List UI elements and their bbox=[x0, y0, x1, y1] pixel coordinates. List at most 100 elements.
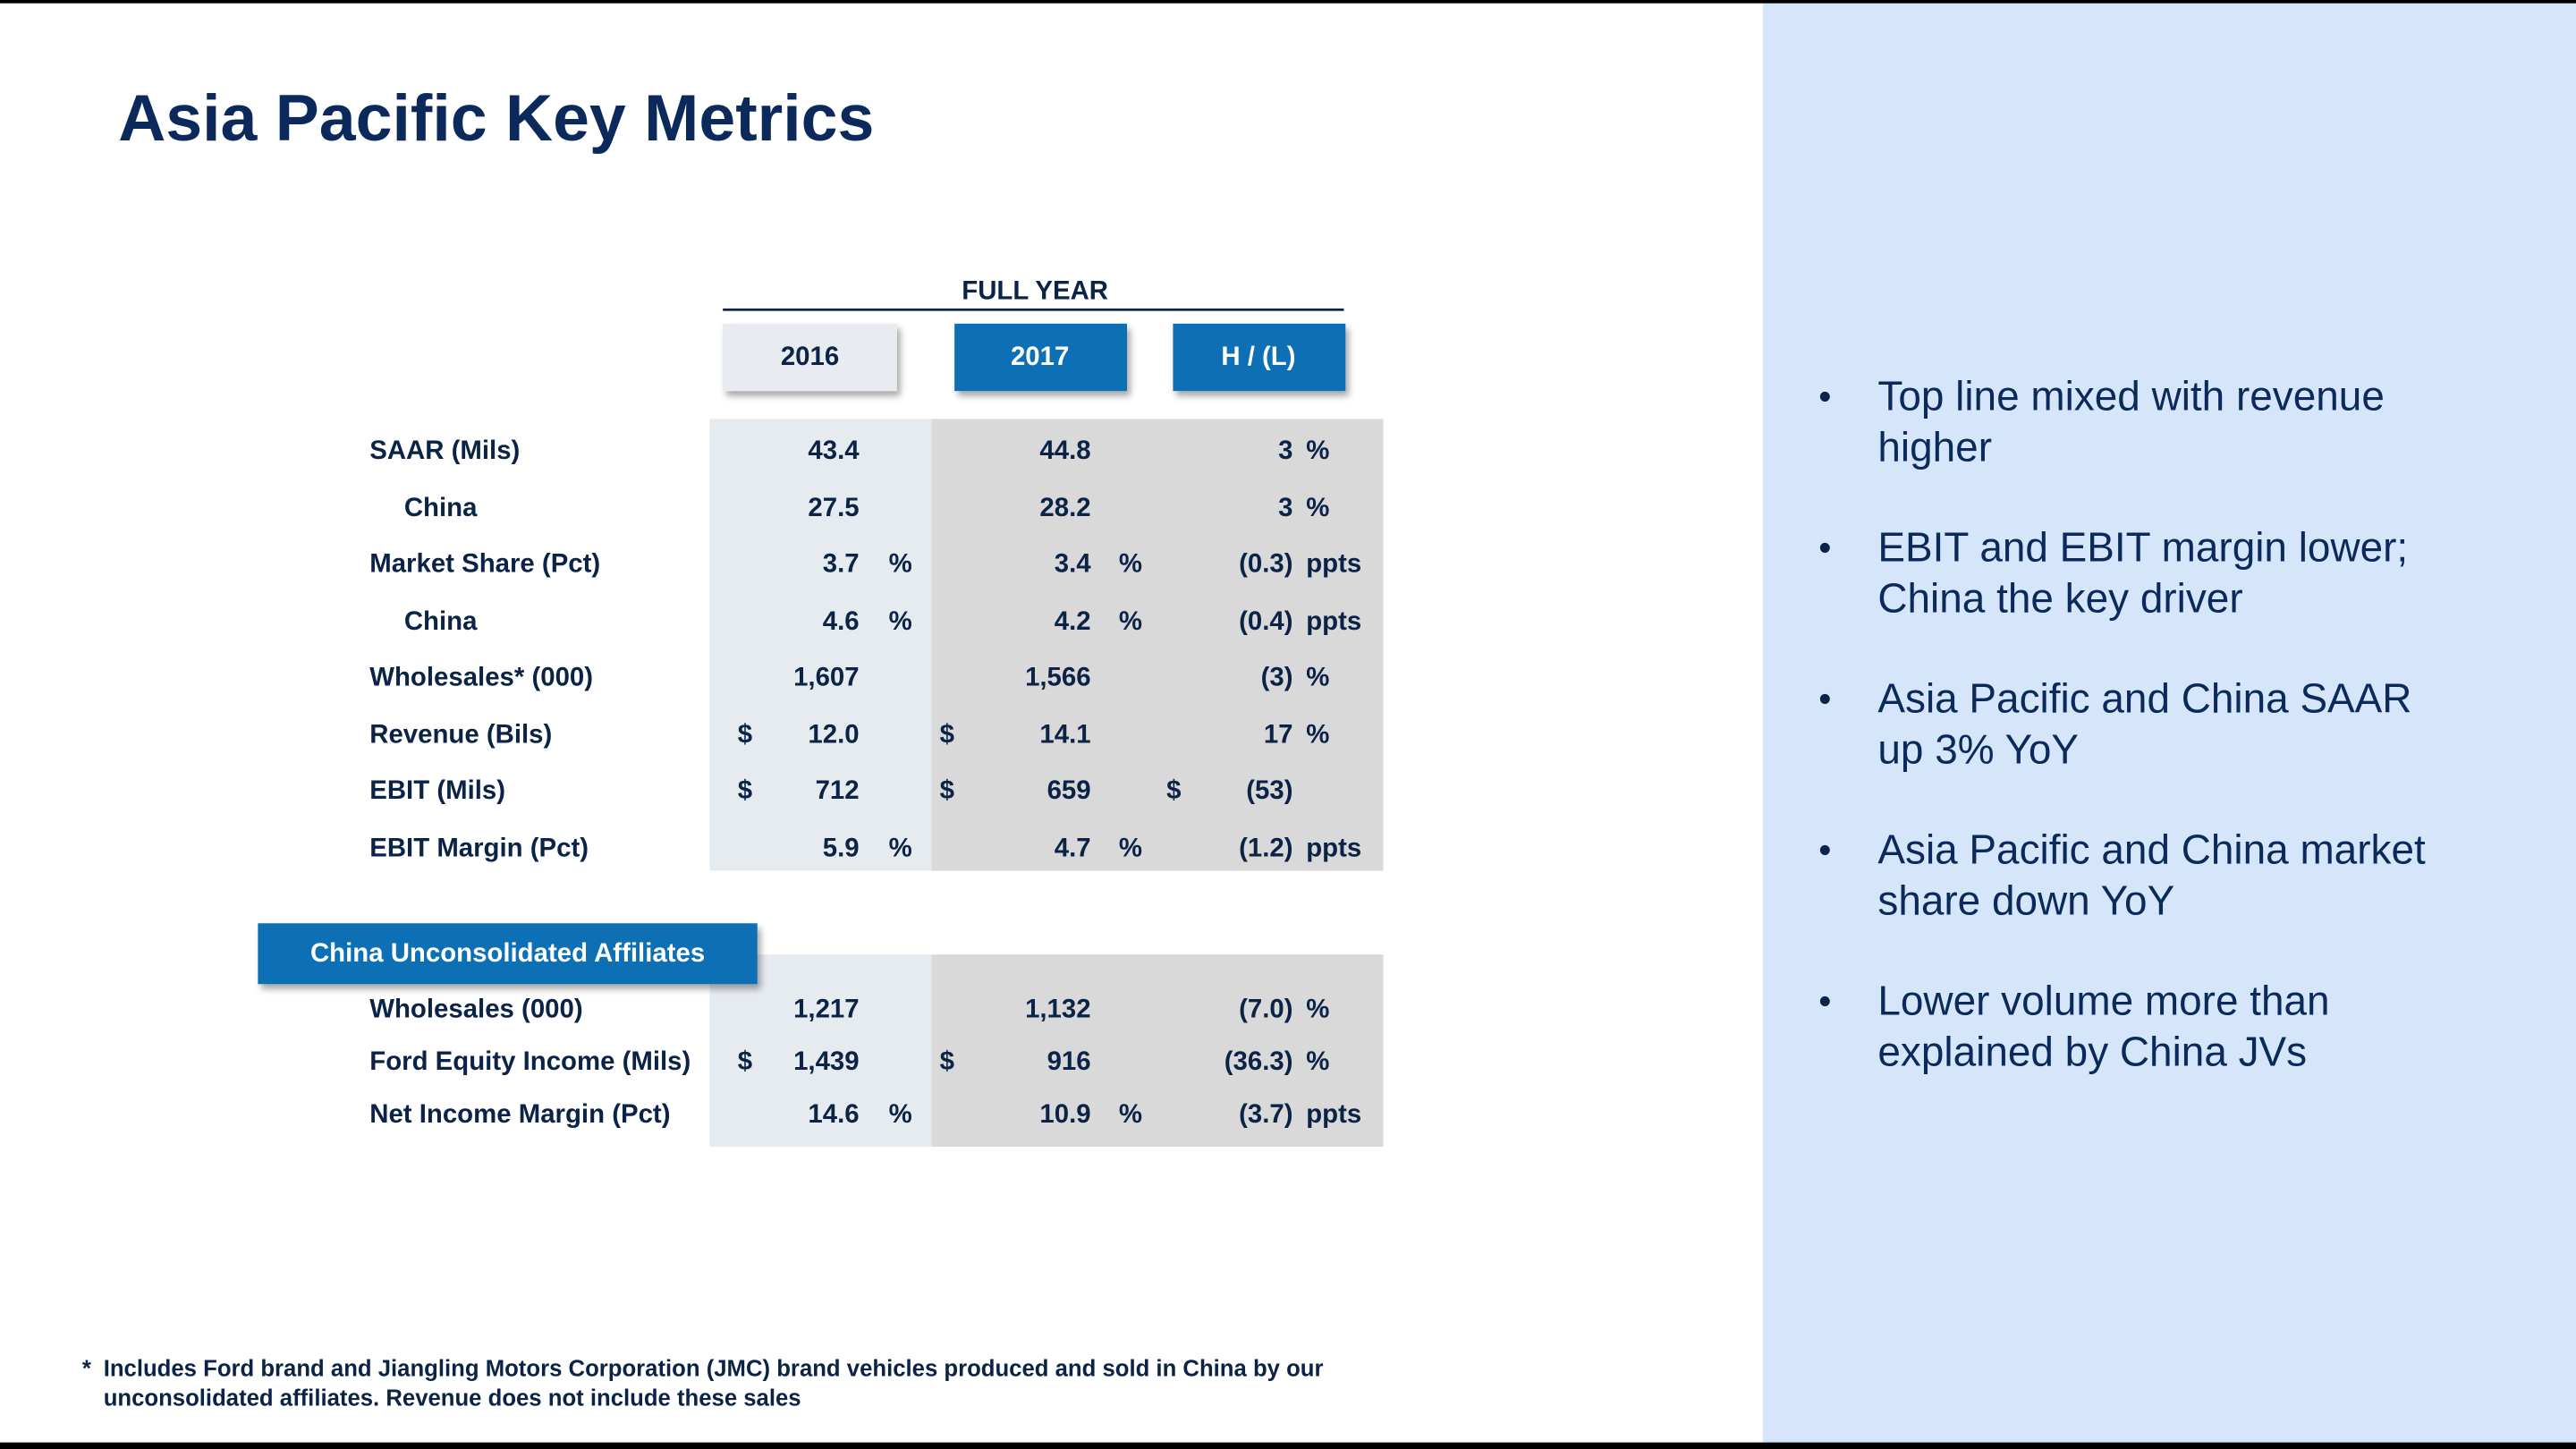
cell-value: 28.2 bbox=[1039, 493, 1090, 522]
cell-value: 17 bbox=[1264, 720, 1293, 750]
row-label: China bbox=[404, 493, 478, 522]
cell-value: (1.2) bbox=[1239, 833, 1292, 862]
column-header: 2017 bbox=[1011, 342, 1069, 371]
unit: % bbox=[889, 1099, 912, 1129]
bullet-text: share down YoY bbox=[1877, 877, 2174, 923]
cell-value: 27.5 bbox=[808, 493, 859, 522]
group-header: FULL YEAR bbox=[962, 276, 1108, 306]
bullet-text: China the key driver bbox=[1877, 574, 2242, 621]
currency: $ bbox=[738, 1046, 752, 1076]
bullet-dot: • bbox=[1818, 980, 1831, 1021]
currency: $ bbox=[738, 720, 752, 750]
cell-value: 4.7 bbox=[1055, 833, 1091, 862]
row-label: Ford Equity Income (Mils) bbox=[369, 1046, 691, 1076]
cell-value: 1,132 bbox=[1025, 994, 1091, 1023]
cell-value: 5.9 bbox=[823, 833, 860, 862]
unit: % bbox=[1306, 720, 1329, 750]
cell-value: (36.3) bbox=[1224, 1046, 1293, 1076]
row-label: Revenue (Bils) bbox=[369, 720, 552, 750]
title: Asia Pacific Key Metrics bbox=[118, 80, 874, 155]
cell-value: 3.7 bbox=[823, 549, 860, 579]
currency: $ bbox=[738, 775, 752, 805]
unit: % bbox=[889, 606, 912, 636]
currency: $ bbox=[940, 1046, 954, 1076]
bullet-dot: • bbox=[1818, 527, 1831, 568]
unit: % bbox=[1119, 833, 1142, 862]
column-header-box bbox=[723, 323, 897, 392]
column-header: 2016 bbox=[781, 342, 839, 371]
unit: % bbox=[1306, 1046, 1329, 1076]
bullet-dot: • bbox=[1818, 829, 1831, 870]
unit: ppts bbox=[1306, 1099, 1361, 1129]
unit: % bbox=[889, 833, 912, 862]
row-label: EBIT Margin (Pct) bbox=[369, 833, 589, 862]
unit: % bbox=[1119, 549, 1142, 579]
cell-value: 712 bbox=[816, 775, 860, 805]
row-label: Market Share (Pct) bbox=[369, 549, 600, 579]
row-label: China bbox=[404, 606, 478, 636]
bullet-text: Asia Pacific and China market bbox=[1877, 826, 2426, 872]
bullet-text: EBIT and EBIT margin lower; bbox=[1877, 523, 2408, 570]
column-header-box bbox=[954, 323, 1127, 392]
cell-value: 916 bbox=[1047, 1046, 1091, 1076]
unit: ppts bbox=[1306, 606, 1361, 636]
cell-value: 1,439 bbox=[793, 1046, 860, 1076]
cell-value: (3) bbox=[1261, 662, 1293, 691]
row-label: EBIT (Mils) bbox=[369, 775, 505, 805]
cell-value: 14.6 bbox=[808, 1099, 859, 1129]
row-label: Wholesales (000) bbox=[369, 994, 582, 1023]
cell-value: 3 bbox=[1278, 436, 1292, 465]
bullet-text: up 3% YoY bbox=[1877, 725, 2079, 772]
currency: $ bbox=[940, 720, 954, 750]
bullet-dot: • bbox=[1818, 376, 1831, 417]
unit: ppts bbox=[1306, 549, 1361, 579]
section-title: China Unconsolidated Affiliates bbox=[310, 938, 705, 968]
cell-value: (53) bbox=[1246, 775, 1292, 805]
column-header-box bbox=[1173, 323, 1346, 392]
currency: $ bbox=[940, 775, 954, 805]
top-border bbox=[0, 0, 2576, 4]
cell-value: 4.6 bbox=[823, 606, 860, 636]
unit: % bbox=[1306, 493, 1329, 522]
unit: % bbox=[1306, 436, 1329, 465]
cell-value: 1,607 bbox=[793, 662, 860, 691]
footnote-text: Includes Ford brand and Jiangling Motors… bbox=[104, 1357, 1324, 1382]
cell-value: 659 bbox=[1047, 775, 1091, 805]
currency: $ bbox=[1166, 775, 1181, 805]
bullet-dot: • bbox=[1818, 678, 1831, 719]
side-panel bbox=[1762, 0, 2576, 1449]
unit: % bbox=[889, 549, 912, 579]
cell-value: 14.1 bbox=[1039, 720, 1090, 750]
cell-value: 10.9 bbox=[1039, 1099, 1090, 1129]
unit: ppts bbox=[1306, 833, 1361, 862]
column-header: H / (L) bbox=[1221, 342, 1295, 371]
cell-value: 4.2 bbox=[1055, 606, 1091, 636]
section-box bbox=[258, 923, 758, 985]
unit: % bbox=[1306, 662, 1329, 691]
unit: % bbox=[1306, 994, 1329, 1023]
cell-value: (7.0) bbox=[1239, 994, 1292, 1023]
col-bg-2016 bbox=[709, 954, 932, 1148]
bullet-text: Lower volume more than bbox=[1877, 977, 2329, 1023]
cell-value: 1,566 bbox=[1025, 662, 1091, 691]
row-label: SAAR (Mils) bbox=[369, 436, 520, 465]
cell-value: (3.7) bbox=[1239, 1099, 1292, 1129]
cell-value: 12.0 bbox=[808, 720, 859, 750]
bullet-text: Asia Pacific and China SAAR bbox=[1877, 674, 2411, 721]
row-label: Net Income Margin (Pct) bbox=[369, 1099, 670, 1129]
cell-value: 3.4 bbox=[1055, 549, 1091, 579]
cell-value: (0.4) bbox=[1239, 606, 1292, 636]
cell-value: 44.8 bbox=[1039, 436, 1090, 465]
cell-value: (0.3) bbox=[1239, 549, 1292, 579]
cell-value: 43.4 bbox=[808, 436, 860, 465]
bullet-text: explained by China JVs bbox=[1877, 1028, 2307, 1074]
col-bg-2017 bbox=[931, 954, 1384, 1148]
cell-value: 1,217 bbox=[793, 994, 860, 1023]
bullet-text: higher bbox=[1877, 423, 1992, 470]
col-bg-2016 bbox=[709, 419, 932, 871]
footnote-marker: * bbox=[82, 1357, 91, 1382]
bullet-text: Top line mixed with revenue bbox=[1877, 372, 2384, 419]
bottom-border bbox=[0, 1442, 2576, 1449]
